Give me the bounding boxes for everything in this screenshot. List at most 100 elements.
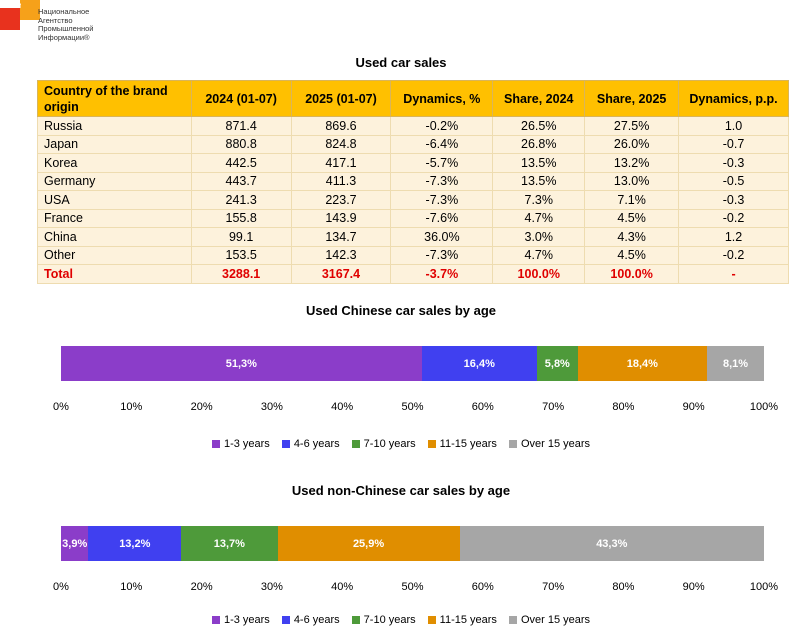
cell-2025: 417.1 — [290, 153, 392, 173]
table-row: Other 153.5 142.3 -7.3% 4.7% 4.5% -0.2 — [37, 245, 789, 265]
cell-2024: 241.3 — [190, 190, 292, 210]
legend-swatch — [427, 616, 436, 624]
cell-country: USA — [37, 190, 192, 210]
x-tick-label: 50% — [401, 401, 424, 413]
x-tick-label: 50% — [401, 581, 424, 593]
cell-share-2024: 13.5% — [492, 153, 586, 173]
table-row: USA 241.3 223.7 -7.3% 7.3% 7.1% -0.3 — [37, 190, 789, 210]
data-label: 5,8% — [544, 357, 570, 370]
legend-swatch — [281, 440, 290, 448]
cell-2025: 223.7 — [290, 190, 392, 210]
cell-share-2025: 27.5% — [584, 116, 680, 136]
napi-logo: НАПИ Национальное Агентство Промышленной… — [0, 0, 100, 55]
legend-swatch — [281, 616, 290, 624]
data-label: 25,9% — [352, 537, 385, 550]
chart-1-x-axis: 0% 10% 20% 30% 40% 50% 60% 70% 80% 90% 100% — [0, 401, 802, 415]
header-2025: 2025 (01-07) — [290, 80, 392, 117]
legend-swatch — [508, 440, 517, 448]
table-row: Korea 442.5 417.1 -5.7% 13.5% 13.2% -0.3 — [37, 153, 789, 173]
chart-1-title: Used Chinese car sales by age — [305, 303, 497, 318]
x-tick-label: 70% — [542, 401, 565, 413]
total-country: Total — [37, 264, 192, 284]
bar-segment-11-15-years: 18,4% — [577, 346, 708, 381]
bar-segment-over-15-years: 43,3% — [459, 526, 764, 561]
legend-label: 7-10 years — [363, 438, 416, 450]
total-share-2025: 100.0% — [584, 264, 680, 284]
header-2024: 2024 (01-07) — [190, 80, 292, 117]
header-share-2024: Share, 2024 — [492, 80, 586, 117]
cell-dynamics-pp: -0.7 — [678, 134, 789, 154]
cell-2024: 880.8 — [190, 134, 292, 154]
cell-dynamics-pp: 1.2 — [678, 227, 789, 247]
cell-country: Russia — [37, 116, 192, 136]
x-tick-label: 20% — [190, 581, 213, 593]
x-tick-label: 70% — [542, 581, 565, 593]
legend-swatch — [427, 440, 436, 448]
logo-line-2: Агентство — [38, 15, 73, 25]
cell-2024: 871.4 — [190, 116, 292, 136]
cell-2025: 142.3 — [290, 245, 392, 265]
total-share-2024: 100.0% — [492, 264, 586, 284]
data-label: 13,7% — [213, 537, 245, 550]
total-dynamics-pct: -3.7% — [390, 264, 494, 284]
cell-dynamics-pp: -0.3 — [678, 153, 789, 173]
cell-share-2024: 26.8% — [492, 134, 586, 154]
legend-label: 4-6 years — [293, 614, 340, 626]
cell-2025: 134.7 — [290, 227, 392, 247]
header-dynamics-pp: Dynamics, p.p. — [678, 80, 789, 117]
cell-dynamics-pct: -7.3% — [390, 245, 494, 265]
cell-share-2024: 4.7% — [492, 245, 586, 265]
legend-swatch — [508, 616, 517, 624]
legend-item: 4-6 years — [281, 614, 340, 626]
data-label: 51,3% — [225, 357, 257, 370]
cell-country: Other — [37, 245, 192, 265]
legend-item: 11-15 years — [427, 614, 497, 626]
x-tick-label: 90% — [682, 401, 705, 413]
legend-item: 1-3 years — [211, 614, 270, 626]
legend-swatch — [351, 616, 360, 624]
logo-orange-square — [20, 0, 40, 20]
bar-segment-4-6-years: 13,2% — [88, 526, 182, 561]
legend-swatch — [211, 616, 220, 624]
legend-label: Over 15 years — [520, 614, 591, 626]
legend-item: Over 15 years — [508, 438, 590, 450]
bar-segment-7-10-years: 5,8% — [536, 346, 578, 381]
cell-2024: 99.1 — [190, 227, 292, 247]
cell-2024: 442.5 — [190, 153, 292, 173]
cell-share-2025: 13.0% — [584, 171, 680, 191]
cell-country: Germany — [37, 171, 192, 191]
header-share-2025: Share, 2025 — [584, 80, 680, 117]
cell-share-2025: 4.3% — [584, 227, 680, 247]
cell-2024: 155.8 — [190, 208, 292, 228]
x-tick-label: 60% — [471, 581, 494, 593]
legend-label: 7-10 years — [363, 614, 416, 626]
table-body: Russia 871.4 869.6 -0.2% 26.5% 27.5% 1.0 Japan 8… — [37, 116, 789, 284]
cell-dynamics-pct: -7.6% — [390, 208, 494, 228]
cell-dynamics-pct: -7.3% — [390, 171, 494, 191]
cell-2024: 153.5 — [190, 245, 292, 265]
cell-dynamics-pp: -0.2 — [678, 245, 789, 265]
legend-item: 4-6 years — [281, 438, 340, 450]
x-tick-label: 60% — [471, 401, 494, 413]
cell-share-2024: 26.5% — [492, 116, 586, 136]
logo-red-square — [0, 8, 20, 30]
used-car-sales-table: Country of the brand origin 2024 (01-07)… — [37, 80, 789, 284]
table-total-row: Total 3288.1 3167.4 -3.7% 100.0% 100.0% - — [37, 264, 789, 284]
cell-share-2025: 4.5% — [584, 245, 680, 265]
cell-share-2024: 13.5% — [492, 171, 586, 191]
cell-dynamics-pct: 36.0% — [390, 227, 494, 247]
legend-swatch — [211, 440, 220, 448]
table-title: Used car sales — [355, 55, 447, 70]
legend-item: 7-10 years — [351, 614, 416, 626]
x-tick-label: 0% — [53, 581, 69, 593]
data-label: 16,4% — [463, 357, 495, 370]
x-tick-label: 40% — [331, 581, 354, 593]
total-dynamics-pp: - — [678, 264, 789, 284]
table-row: Russia 871.4 869.6 -0.2% 26.5% 27.5% 1.0 — [37, 116, 789, 136]
header-country: Country of the brand origin — [37, 80, 192, 117]
cell-share-2024: 4.7% — [492, 208, 586, 228]
logo-line-3: Промышленной — [38, 24, 94, 34]
chart-2-x-axis: 0% 10% 20% 30% 40% 50% 60% 70% 80% 90% 100% — [0, 581, 802, 595]
x-tick-label: 0% — [53, 401, 69, 413]
chart-2-stacked-bar: 3,9% 13,2% 13,7% 25,9% 43,3% — [61, 526, 764, 561]
